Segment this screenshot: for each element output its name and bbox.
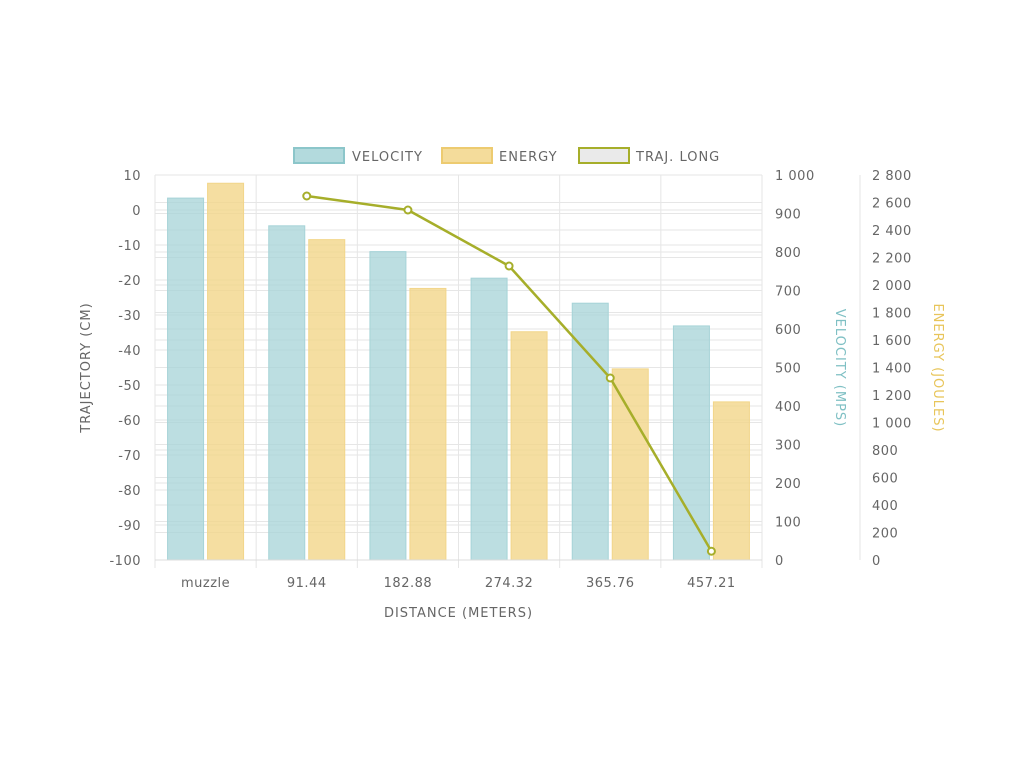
energy-tick-label: 400 <box>872 499 898 514</box>
velocity-tick-label: 700 <box>775 285 801 300</box>
trajectory-tick-label: 10 <box>123 169 141 184</box>
energy-tick-label: 1 400 <box>872 362 912 377</box>
trajectory-tick-label: 0 <box>132 204 141 219</box>
trajectory-point <box>504 261 514 271</box>
trajectory-tick-label: -50 <box>118 379 141 394</box>
grid-lines <box>154 174 763 568</box>
legend-label: VELOCITY <box>352 150 423 165</box>
trajectory-tick-label: -90 <box>118 519 141 534</box>
energy-tick-label: 2 800 <box>872 169 912 184</box>
energy-axis-title: ENERGY (JOULES) <box>930 303 945 432</box>
trajectory-tick-label: -30 <box>118 309 141 324</box>
velocity-bar <box>167 197 205 561</box>
energy-tick-label: 1 200 <box>872 389 912 404</box>
trajectory-tick-label: -100 <box>109 554 141 569</box>
legend-swatch <box>293 147 345 164</box>
energy-bar <box>611 368 649 561</box>
energy-tick-label: 1 600 <box>872 334 912 349</box>
trajectory-point <box>302 191 312 201</box>
x-tick-label: 457.21 <box>687 576 736 591</box>
trajectory-tick-label: -40 <box>118 344 141 359</box>
axes-layer: muzzle 91.44 182.88 274.32 365.76 457.21100-1… <box>79 169 945 621</box>
legend-swatch <box>578 147 630 164</box>
legend-label: ENERGY <box>499 150 558 165</box>
x-tick-label: 274.32 <box>485 576 534 591</box>
trajectory-tick-label: -60 <box>118 414 141 429</box>
trajectory-tick-label: -20 <box>118 274 141 289</box>
velocity-bar <box>571 302 609 561</box>
energy-tick-label: 2 200 <box>872 252 912 267</box>
velocity-tick-label: 200 <box>775 477 801 492</box>
velocity-tick-label: 600 <box>775 323 801 338</box>
velocity-tick-label: 400 <box>775 400 801 415</box>
velocity-bar <box>470 277 508 561</box>
energy-tick-label: 600 <box>872 472 898 487</box>
x-tick-label: muzzle <box>181 576 230 591</box>
trajectory-point <box>605 373 615 383</box>
energy-bar <box>308 239 346 561</box>
trajectory-tick-label: -10 <box>118 239 141 254</box>
trajectory-point <box>403 205 413 215</box>
legend-swatch <box>441 147 493 164</box>
x-tick-label: 365.76 <box>586 576 635 591</box>
trajectory-axis-title: TRAJECTORY (CM) <box>79 302 94 433</box>
velocity-tick-label: 300 <box>775 439 801 454</box>
velocity-tick-label: 800 <box>775 246 801 261</box>
velocity-bar <box>268 225 306 561</box>
trajectory-tick-label: -80 <box>118 484 141 499</box>
velocity-tick-label: 100 <box>775 516 801 531</box>
energy-tick-label: 800 <box>872 444 898 459</box>
energy-tick-label: 2 000 <box>872 279 912 294</box>
energy-bar <box>510 331 548 561</box>
energy-tick-label: 2 600 <box>872 197 912 212</box>
trajectory-line-layer <box>302 191 716 556</box>
energy-bar <box>207 182 245 561</box>
velocity-bar <box>672 325 710 561</box>
energy-bar <box>712 401 750 561</box>
velocity-tick-label: 900 <box>775 208 801 223</box>
trajectory-point <box>706 546 716 556</box>
energy-tick-label: 1 000 <box>872 417 912 432</box>
energy-tick-label: 1 800 <box>872 307 912 322</box>
energy-bar <box>409 287 447 561</box>
velocity-tick-label: 500 <box>775 362 801 377</box>
legend: VELOCITY ENERGY TRAJ. LONG <box>293 147 720 165</box>
velocity-tick-label: 1 000 <box>775 169 815 184</box>
energy-tick-label: 200 <box>872 527 898 542</box>
energy-tick-label: 2 400 <box>872 224 912 239</box>
bars-layer <box>167 182 750 561</box>
trajectory-line <box>306 194 713 552</box>
legend-label: TRAJ. LONG <box>635 150 720 165</box>
velocity-axis-title: VELOCITY (MPS) <box>832 309 847 428</box>
x-axis-title: DISTANCE (METERS) <box>384 606 533 621</box>
velocity-bar <box>369 251 407 561</box>
x-tick-label: 182.88 <box>384 576 433 591</box>
velocity-tick-label: 0 <box>775 554 784 569</box>
x-tick-label: 91.44 <box>287 576 327 591</box>
trajectory-tick-label: -70 <box>118 449 141 464</box>
energy-tick-label: 0 <box>872 554 881 569</box>
